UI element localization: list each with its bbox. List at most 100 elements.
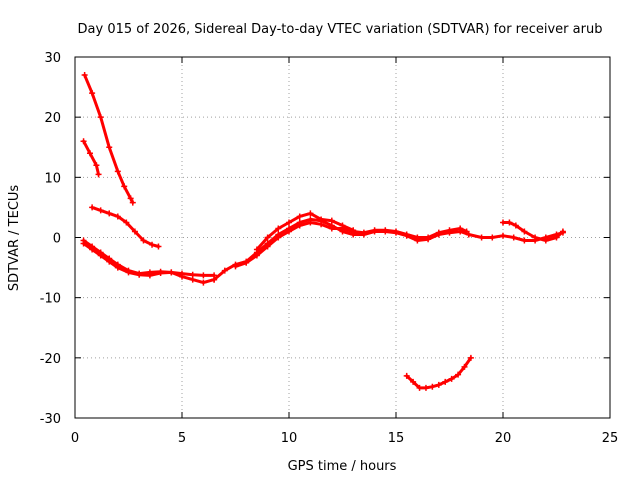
data-point [350,227,357,234]
data-point [121,183,128,190]
data-point [114,168,121,175]
y-tick-label: 0 [53,232,61,247]
y-tick-label: -30 [40,412,61,427]
data-point [243,259,250,266]
data-point [328,217,335,224]
data-point [97,207,104,214]
series-arc-2 [80,138,102,178]
data-point [106,210,113,217]
data-point [559,228,566,235]
data-point [129,199,136,206]
data-point [275,225,282,232]
data-point [97,252,104,259]
data-point [168,269,175,276]
data-point [200,272,207,279]
data-point [149,241,156,248]
data-point [429,383,436,390]
data-point [86,150,93,157]
data-point [286,228,292,235]
series-arc-7 [232,219,470,270]
data-point [403,372,410,379]
data-point [253,252,260,259]
data-point [136,271,143,278]
series-line [82,139,100,176]
data-point [140,237,147,244]
data-point [442,378,449,385]
y-axis-label: SDTVAR / TECUs [7,185,22,292]
data-point [97,114,104,121]
data-point [157,269,164,276]
data-point [286,219,292,226]
data-point [500,219,506,226]
x-tick-label: 15 [388,431,405,446]
y-tick-label: 10 [44,171,61,186]
y-tick-label: 30 [44,51,61,66]
data-point [465,231,472,238]
data-point [296,222,303,229]
data-point [89,246,96,253]
data-point [489,234,496,241]
data-point [253,246,260,253]
series-line [82,242,216,285]
data-point [371,227,378,234]
data-point [80,240,87,247]
axis-ticks: 0 5 10 15 20 25 -30 -20 -10 0 10 20 30 [40,51,619,446]
data-point [89,90,96,97]
data-point [435,229,442,236]
data-series [80,72,566,391]
data-point [521,237,528,244]
grid [75,57,610,418]
data-point [393,228,399,235]
data-point [446,227,453,234]
data-point [506,219,513,226]
data-point [232,263,239,270]
y-tick-label: 20 [44,111,61,126]
data-point [114,213,121,220]
data-point [275,234,282,241]
data-point [410,378,417,385]
series-line [212,217,565,282]
series-line [255,211,355,251]
data-point [467,354,474,361]
data-point [455,371,462,378]
data-point [221,267,228,274]
data-point [307,210,314,217]
data-point [414,234,421,241]
data-point [95,171,102,178]
data-point [500,232,506,239]
data-point [328,225,335,232]
y-tick-label: -20 [40,352,61,367]
data-point [179,273,185,280]
data-point [512,222,519,229]
data-point [339,222,346,229]
chart-title: Day 015 of 2026, Sidereal Day-to-day VTE… [78,22,603,37]
series-arc-1 [81,72,136,206]
data-point [89,204,96,211]
series-arc-9 [500,219,566,244]
data-point [106,144,113,151]
data-point [146,272,153,279]
data-point [461,363,468,370]
data-point [200,279,207,286]
x-tick-label: 0 [71,431,79,446]
data-point [542,237,549,244]
data-point [114,264,121,271]
data-point [189,276,196,283]
x-tick-label: 25 [602,431,619,446]
data-point [457,225,464,232]
data-point [81,72,88,79]
data-point [264,243,271,250]
x-axis-label: GPS time / hours [288,459,397,474]
series-line [90,205,160,248]
y-tick-label: -10 [40,292,61,307]
data-point [131,228,138,235]
x-tick-label: 5 [178,431,186,446]
data-point [532,234,539,241]
data-point [123,219,130,226]
data-point [425,234,432,241]
data-point [463,228,470,235]
data-point [80,138,87,145]
data-point [553,234,560,241]
data-point [106,258,113,265]
